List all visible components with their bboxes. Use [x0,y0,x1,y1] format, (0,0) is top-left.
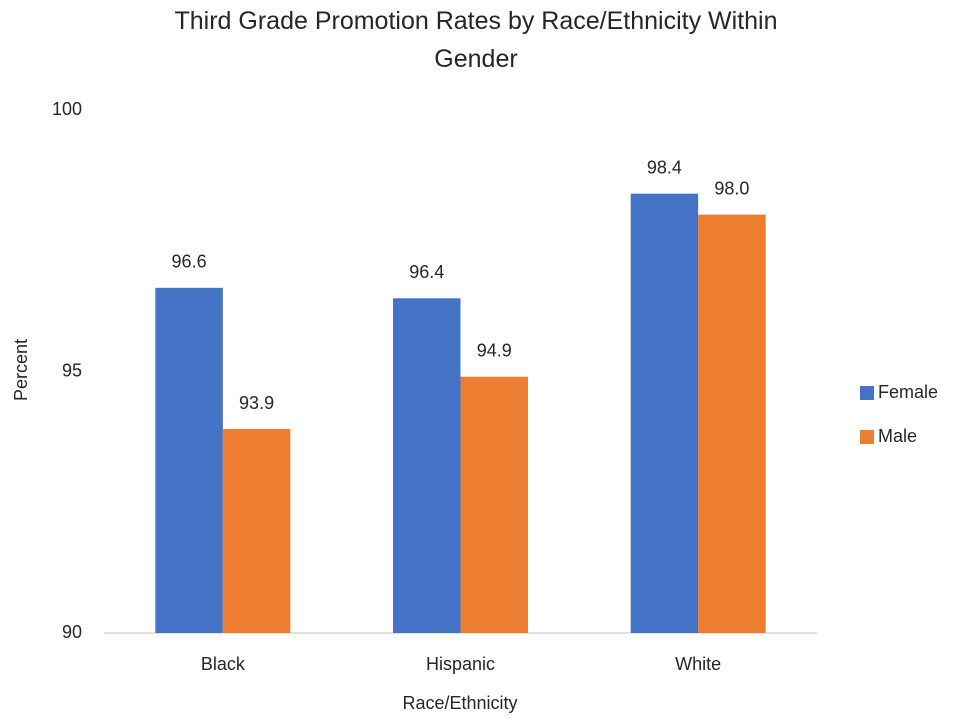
x-tick-label: Black [201,654,246,674]
y-tick-label: 100 [52,99,82,119]
data-label: 96.4 [409,262,444,282]
bar [698,214,766,633]
bar [630,193,699,633]
bar [460,376,528,633]
legend-label: Male [878,426,917,446]
y-tick-label: 95 [62,360,82,380]
legend-label: Female [878,382,938,402]
x-tick-label: White [675,654,721,674]
bar [222,429,291,633]
data-label: 93.9 [239,393,274,413]
data-label: 98.0 [714,178,749,198]
data-label: 94.9 [477,340,512,360]
legend-swatch [860,430,874,444]
data-label: 98.4 [647,157,682,177]
chart-title: Third Grade Promotion Rates by Race/Ethn… [174,7,778,73]
y-axis-title: Percent [11,339,31,401]
bar [155,287,223,633]
x-axis-title: Race/Ethnicity [402,693,517,713]
y-tick-label: 90 [62,622,82,642]
data-label: 96.6 [172,252,207,272]
bar [393,298,461,633]
x-tick-label: Hispanic [426,654,495,674]
legend-swatch [860,386,874,400]
